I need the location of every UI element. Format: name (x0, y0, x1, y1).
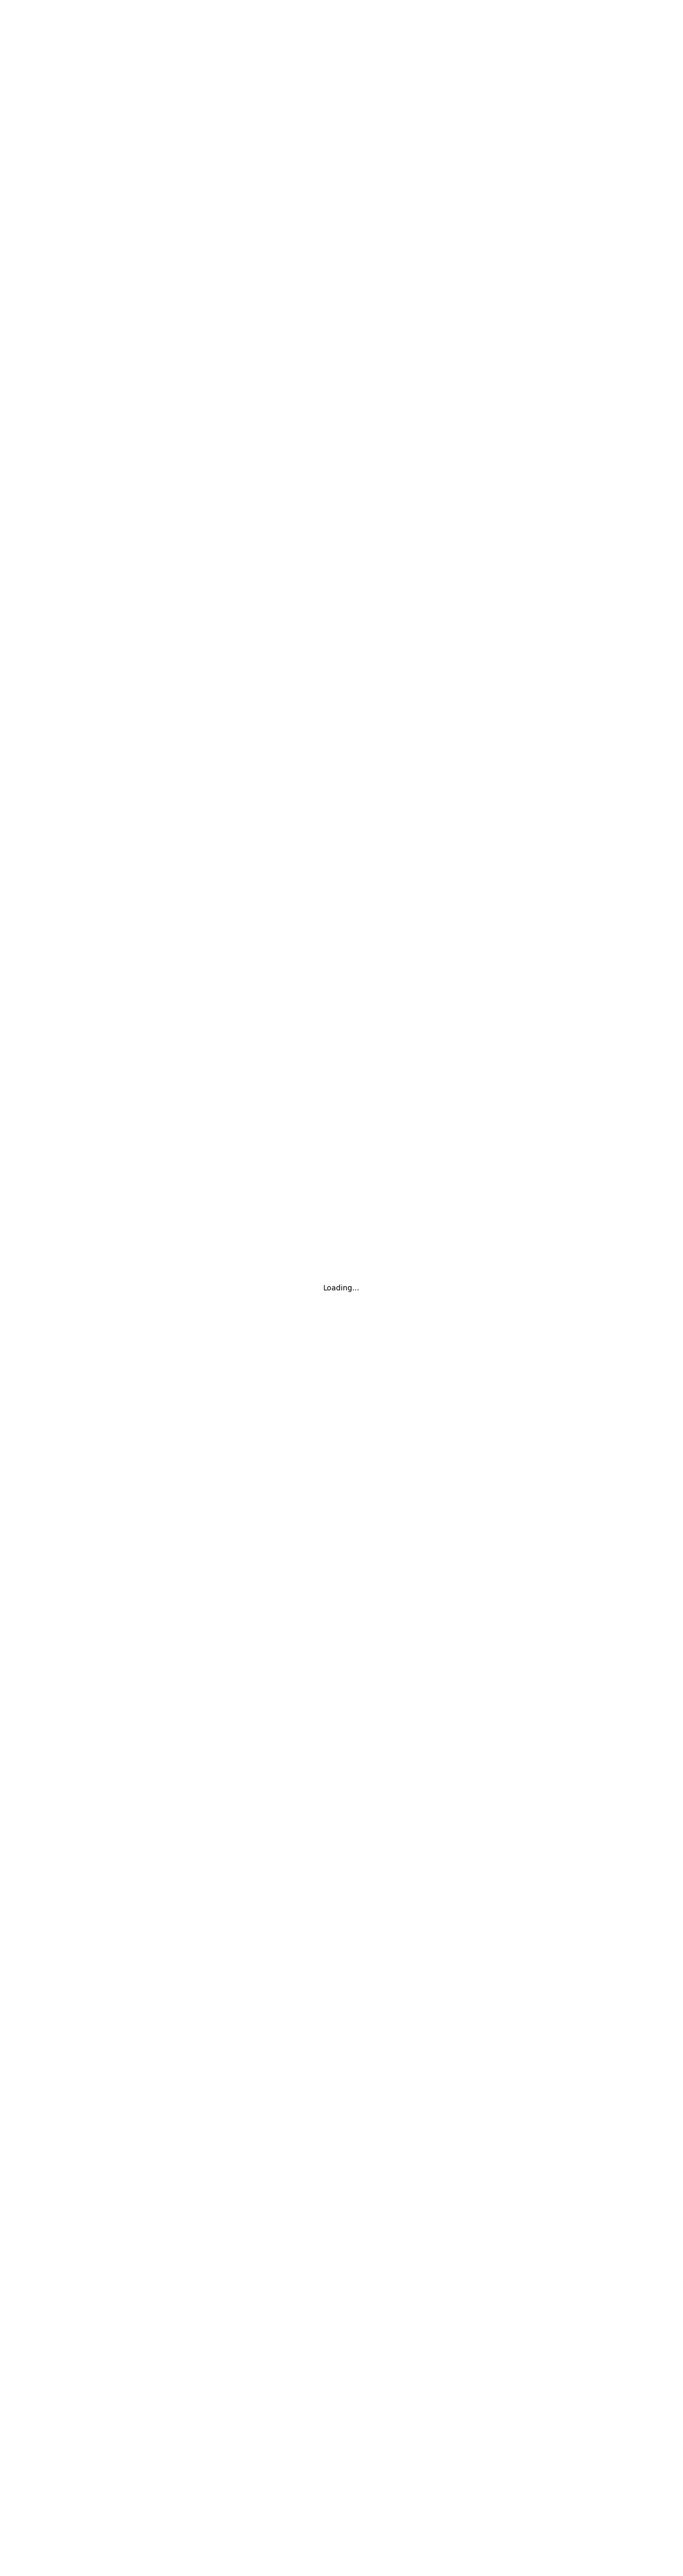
Text: Loading...: Loading... (323, 1285, 360, 1291)
